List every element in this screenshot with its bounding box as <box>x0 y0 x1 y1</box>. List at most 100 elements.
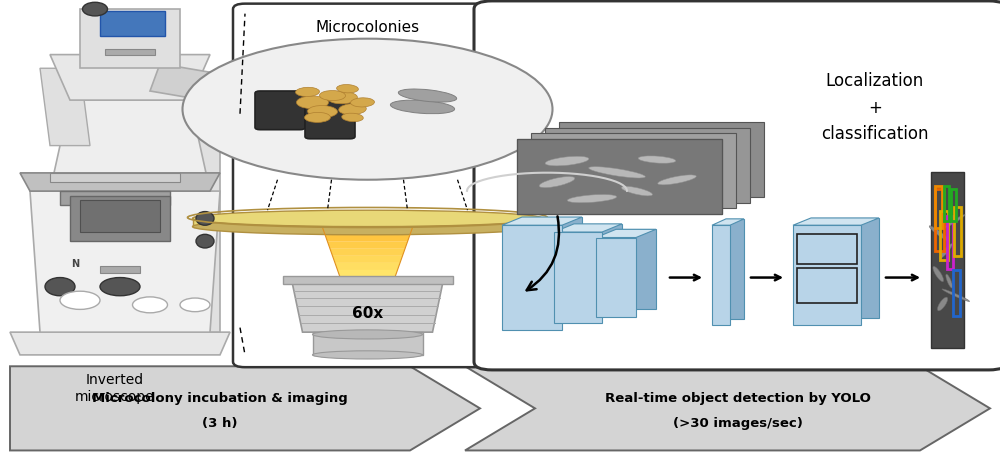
Text: (>30 images/sec): (>30 images/sec) <box>673 417 802 430</box>
Ellipse shape <box>196 234 214 248</box>
Polygon shape <box>502 217 582 225</box>
FancyBboxPatch shape <box>312 332 422 355</box>
FancyBboxPatch shape <box>931 172 964 348</box>
FancyBboxPatch shape <box>100 11 165 36</box>
Text: N: N <box>71 259 79 269</box>
Ellipse shape <box>308 106 337 117</box>
Polygon shape <box>10 366 480 450</box>
FancyBboxPatch shape <box>80 200 160 232</box>
Ellipse shape <box>100 278 140 296</box>
Text: Inverted
microscope: Inverted microscope <box>75 373 155 404</box>
Ellipse shape <box>305 112 330 122</box>
Polygon shape <box>283 276 452 284</box>
FancyBboxPatch shape <box>305 100 355 139</box>
FancyBboxPatch shape <box>517 138 722 214</box>
Ellipse shape <box>398 89 457 102</box>
Polygon shape <box>30 191 220 332</box>
Text: Microcolonies: Microcolonies <box>315 20 420 35</box>
Ellipse shape <box>82 2 108 16</box>
FancyBboxPatch shape <box>517 138 722 214</box>
Polygon shape <box>793 225 861 325</box>
Ellipse shape <box>296 96 328 109</box>
Ellipse shape <box>937 297 948 311</box>
Polygon shape <box>465 366 990 450</box>
Ellipse shape <box>320 91 345 101</box>
Polygon shape <box>335 263 400 270</box>
Polygon shape <box>574 224 622 315</box>
FancyBboxPatch shape <box>531 133 736 208</box>
Polygon shape <box>50 55 210 100</box>
Text: (3 h): (3 h) <box>202 417 238 430</box>
Polygon shape <box>10 332 230 355</box>
Ellipse shape <box>589 167 645 178</box>
Polygon shape <box>20 173 220 191</box>
Ellipse shape <box>390 100 455 114</box>
Text: Microcolony incubation & imaging: Microcolony incubation & imaging <box>92 392 348 405</box>
FancyBboxPatch shape <box>474 1 1000 370</box>
Ellipse shape <box>939 243 952 258</box>
FancyBboxPatch shape <box>233 4 502 367</box>
Polygon shape <box>712 219 744 225</box>
Polygon shape <box>712 225 730 325</box>
FancyBboxPatch shape <box>80 9 180 68</box>
Ellipse shape <box>342 113 363 121</box>
Ellipse shape <box>545 157 589 166</box>
Polygon shape <box>60 191 170 205</box>
FancyBboxPatch shape <box>105 49 155 55</box>
Ellipse shape <box>192 218 542 235</box>
Text: Real-time object detection by YOLO: Real-time object detection by YOLO <box>605 392 870 405</box>
Ellipse shape <box>296 87 319 96</box>
Polygon shape <box>338 270 397 277</box>
Polygon shape <box>325 235 410 242</box>
FancyBboxPatch shape <box>255 91 305 130</box>
Text: Localization
+
classification: Localization + classification <box>821 72 928 143</box>
Polygon shape <box>793 218 879 225</box>
Polygon shape <box>522 217 582 322</box>
Polygon shape <box>40 68 90 146</box>
Ellipse shape <box>196 212 214 225</box>
Polygon shape <box>811 218 879 318</box>
Ellipse shape <box>312 351 422 359</box>
Ellipse shape <box>351 98 374 107</box>
Polygon shape <box>292 284 442 332</box>
Ellipse shape <box>180 298 210 312</box>
Ellipse shape <box>946 274 952 288</box>
Text: 60x: 60x <box>352 306 383 321</box>
Polygon shape <box>340 277 395 284</box>
Ellipse shape <box>933 266 944 282</box>
FancyBboxPatch shape <box>545 127 750 203</box>
Polygon shape <box>140 82 220 332</box>
FancyBboxPatch shape <box>559 122 764 197</box>
Polygon shape <box>330 249 405 256</box>
Ellipse shape <box>638 156 676 163</box>
Polygon shape <box>322 228 413 235</box>
Ellipse shape <box>182 39 552 180</box>
Ellipse shape <box>192 210 542 227</box>
Polygon shape <box>150 64 320 118</box>
Polygon shape <box>596 238 636 317</box>
Polygon shape <box>616 229 656 309</box>
FancyBboxPatch shape <box>50 173 180 182</box>
Polygon shape <box>554 232 602 323</box>
Polygon shape <box>332 256 402 263</box>
Polygon shape <box>502 225 562 330</box>
Ellipse shape <box>945 215 965 228</box>
Polygon shape <box>554 224 622 232</box>
Polygon shape <box>50 100 210 191</box>
Ellipse shape <box>621 187 653 196</box>
Ellipse shape <box>328 92 357 104</box>
Polygon shape <box>192 217 542 227</box>
Polygon shape <box>328 242 408 249</box>
Ellipse shape <box>312 330 422 339</box>
Ellipse shape <box>60 291 100 309</box>
FancyBboxPatch shape <box>100 266 140 273</box>
Polygon shape <box>726 219 744 319</box>
Ellipse shape <box>339 104 366 115</box>
Ellipse shape <box>658 175 696 185</box>
Ellipse shape <box>45 278 75 296</box>
Ellipse shape <box>567 195 617 202</box>
Ellipse shape <box>539 177 575 187</box>
FancyBboxPatch shape <box>70 196 170 241</box>
FancyArrowPatch shape <box>527 217 559 290</box>
Ellipse shape <box>929 226 949 241</box>
